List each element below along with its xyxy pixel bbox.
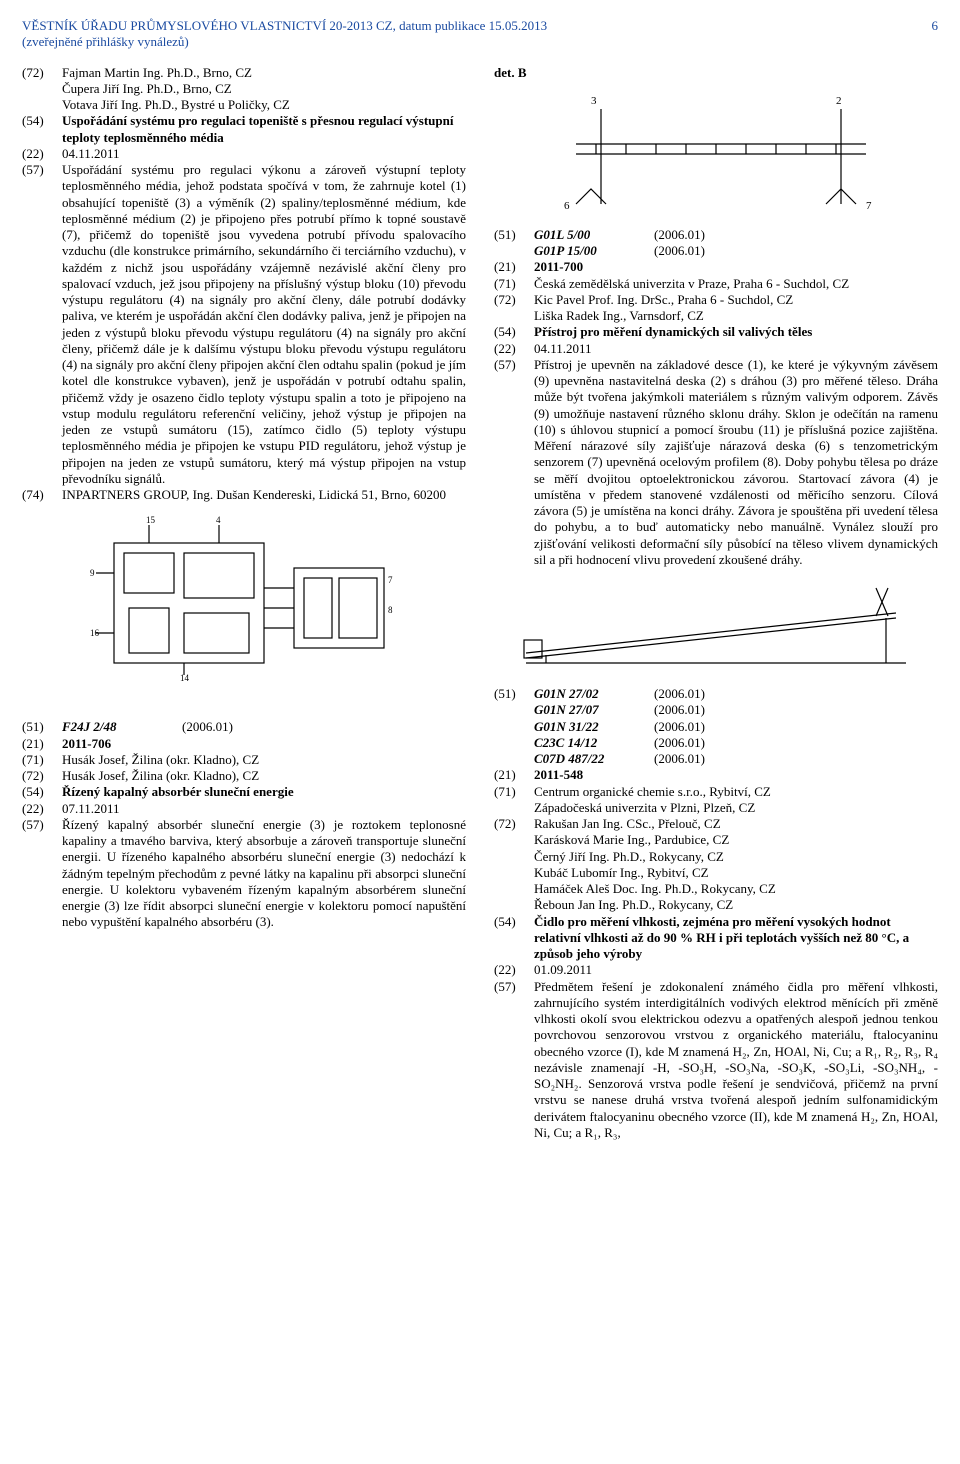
inventor: Čupera Jiří Ing. Ph.D., Brno, CZ bbox=[62, 81, 466, 97]
tag-72: (72) bbox=[22, 65, 62, 81]
svg-text:4: 4 bbox=[216, 515, 221, 525]
tag-57: (57) bbox=[494, 979, 534, 1142]
svg-text:2: 2 bbox=[836, 95, 842, 107]
tag-72: (72) bbox=[22, 768, 62, 784]
tag-57: (57) bbox=[22, 817, 62, 931]
header-line1: VĚSTNÍK ÚŘADU PRŮMYSLOVÉHO VLASTNICTVÍ 2… bbox=[22, 18, 547, 34]
tag-22: (22) bbox=[494, 962, 534, 978]
title: Řízený kapalný absorbér sluneční energie bbox=[62, 784, 466, 800]
inventor: Husák Josef, Žilina (okr. Kladno), CZ bbox=[62, 768, 466, 784]
patent-entry: (51) G01L 5/00(2006.01) G01P 15/00(2006.… bbox=[494, 227, 938, 568]
svg-text:16: 16 bbox=[90, 628, 100, 638]
ipc-code: G01L 5/00 bbox=[534, 227, 654, 243]
detail-label: det. B bbox=[494, 65, 938, 81]
patent-entry: (51) F24J 2/48(2006.01) (21) 2011-706 (7… bbox=[22, 719, 466, 930]
abstract: Předmětem řešení je zdokonalení známého … bbox=[534, 979, 938, 1142]
figure-schematic: 9 16 15 4 14 7 8 bbox=[22, 513, 466, 683]
abstract: Uspořádání systému pro regulaci výkonu a… bbox=[62, 162, 466, 487]
ipc-ver: (2006.01) bbox=[654, 243, 705, 259]
patent-entry: (51) G01N 27/02(2006.01) G01N 27/07(2006… bbox=[494, 686, 938, 1141]
inventor: Kubáč Lubomír Ing., Rybitví, CZ bbox=[534, 865, 938, 881]
header-line2: (zveřejněné přihlášky vynálezů) bbox=[22, 34, 547, 50]
inventor: Černý Jiří Ing. Ph.D., Rokycany, CZ bbox=[534, 849, 938, 865]
inventor: Řeboun Jan Ing. Ph.D., Rokycany, CZ bbox=[534, 897, 938, 913]
title: Čidlo pro měření vlhkosti, zejména pro m… bbox=[534, 914, 938, 963]
ipc-code: F24J 2/48 bbox=[62, 719, 182, 735]
applicant: Česká zemědělská univerzita v Praze, Pra… bbox=[534, 276, 938, 292]
figure-detail-b: 3 2 6 7 bbox=[494, 89, 938, 219]
tag-54: (54) bbox=[22, 113, 62, 146]
page-number: 6 bbox=[932, 18, 939, 34]
tag-21: (21) bbox=[22, 736, 62, 752]
inventor: Liška Radek Ing., Varnsdorf, CZ bbox=[534, 308, 938, 324]
app-number: 2011-706 bbox=[62, 736, 466, 752]
abstract: Přístroj je upevněn na základové desce (… bbox=[534, 357, 938, 568]
tag-54: (54) bbox=[494, 914, 534, 963]
tag-51: (51) bbox=[22, 719, 62, 735]
inventor: Hamáček Aleš Doc. Ing. Ph.D., Rokycany, … bbox=[534, 881, 938, 897]
ipc-code: G01P 15/00 bbox=[534, 243, 654, 259]
tag-71: (71) bbox=[494, 784, 534, 800]
ipc-ver: (2006.01) bbox=[654, 751, 705, 767]
inventor: Kic Pavel Prof. Ing. DrSc., Praha 6 - Su… bbox=[534, 292, 938, 308]
filing-date: 04.11.2011 bbox=[534, 341, 938, 357]
applicant: Husák Josef, Žilina (okr. Kladno), CZ bbox=[62, 752, 466, 768]
applicant: Centrum organické chemie s.r.o., Rybitví… bbox=[534, 784, 938, 800]
svg-text:6: 6 bbox=[564, 200, 570, 212]
app-number: 2011-548 bbox=[534, 767, 938, 783]
svg-text:15: 15 bbox=[146, 515, 156, 525]
filing-date: 01.09.2011 bbox=[534, 962, 938, 978]
ipc-ver: (2006.01) bbox=[654, 702, 705, 718]
inventor: Rakušan Jan Ing. CSc., Přelouč, CZ bbox=[534, 816, 938, 832]
app-number: 2011-700 bbox=[534, 259, 938, 275]
filing-date: 04.11.2011 bbox=[62, 146, 466, 162]
patent-entry: (72) Fajman Martin Ing. Ph.D., Brno, CZ … bbox=[22, 65, 466, 504]
tag-71: (71) bbox=[22, 752, 62, 768]
ipc-code: G01N 27/07 bbox=[534, 702, 654, 718]
svg-text:14: 14 bbox=[180, 673, 190, 683]
ipc-code: G01N 31/22 bbox=[534, 719, 654, 735]
tag-51: (51) bbox=[494, 227, 534, 260]
tag-54: (54) bbox=[22, 784, 62, 800]
tag-21: (21) bbox=[494, 767, 534, 783]
svg-text:7: 7 bbox=[866, 200, 872, 212]
tag-72: (72) bbox=[494, 816, 534, 832]
svg-text:9: 9 bbox=[90, 568, 95, 578]
svg-text:8: 8 bbox=[388, 605, 393, 615]
tag-57: (57) bbox=[494, 357, 534, 568]
ipc-ver: (2006.01) bbox=[654, 735, 705, 751]
tag-51: (51) bbox=[494, 686, 534, 767]
title: Uspořádání systému pro regulaci topeništ… bbox=[62, 113, 466, 146]
tag-74: (74) bbox=[22, 487, 62, 503]
ipc-ver: (2006.01) bbox=[182, 719, 233, 735]
right-column: det. B bbox=[494, 65, 938, 1152]
ipc-ver: (2006.01) bbox=[654, 686, 705, 702]
inventor: Votava Jiří Ing. Ph.D., Bystré u Poličky… bbox=[62, 97, 466, 113]
abstract: Řízený kapalný absorbér sluneční energie… bbox=[62, 817, 466, 931]
svg-text:7: 7 bbox=[388, 575, 393, 585]
ipc-code: C07D 487/22 bbox=[534, 751, 654, 767]
inventor: Fajman Martin Ing. Ph.D., Brno, CZ bbox=[62, 65, 466, 81]
ipc-ver: (2006.01) bbox=[654, 719, 705, 735]
applicant: Západočeská univerzita v Plzni, Plzeň, C… bbox=[534, 800, 938, 816]
tag-22: (22) bbox=[22, 146, 62, 162]
tag-71: (71) bbox=[494, 276, 534, 292]
tag-57: (57) bbox=[22, 162, 62, 487]
inventor: Karásková Marie Ing., Pardubice, CZ bbox=[534, 832, 938, 848]
tag-54: (54) bbox=[494, 324, 534, 340]
left-column: (72) Fajman Martin Ing. Ph.D., Brno, CZ … bbox=[22, 65, 466, 1152]
tag-72: (72) bbox=[494, 292, 534, 308]
title: Přístroj pro měření dynamických sil vali… bbox=[534, 324, 938, 340]
figure-track bbox=[494, 578, 938, 678]
tag-22: (22) bbox=[494, 341, 534, 357]
tag-22: (22) bbox=[22, 801, 62, 817]
svg-text:3: 3 bbox=[591, 95, 597, 107]
agent: INPARTNERS GROUP, Ing. Dušan Kendereski,… bbox=[62, 487, 466, 503]
ipc-code: G01N 27/02 bbox=[534, 686, 654, 702]
tag-21: (21) bbox=[494, 259, 534, 275]
ipc-code: C23C 14/12 bbox=[534, 735, 654, 751]
ipc-ver: (2006.01) bbox=[654, 227, 705, 243]
page-header: VĚSTNÍK ÚŘADU PRŮMYSLOVÉHO VLASTNICTVÍ 2… bbox=[22, 18, 938, 51]
filing-date: 07.11.2011 bbox=[62, 801, 466, 817]
